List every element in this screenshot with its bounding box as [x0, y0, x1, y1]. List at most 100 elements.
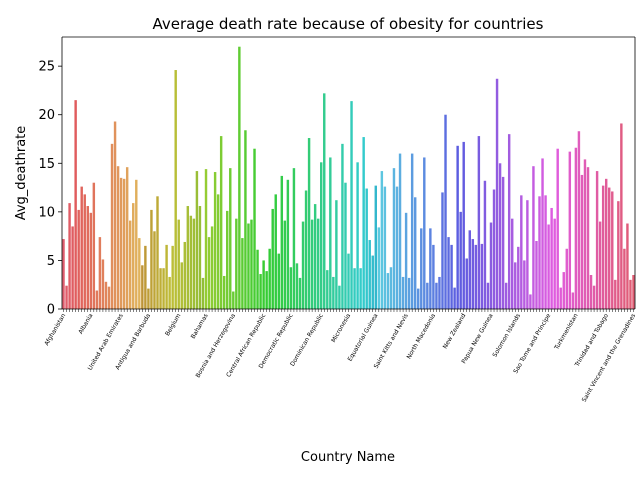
bar: [62, 239, 65, 309]
x-tick-label: Bahamas: [190, 313, 210, 341]
bar: [389, 267, 393, 309]
bar: [353, 268, 356, 309]
bar: [380, 171, 384, 309]
bar: [313, 204, 317, 309]
bar: [356, 162, 359, 309]
bar: [507, 134, 511, 309]
bar: [371, 255, 374, 309]
y-tick-label: 20: [38, 108, 55, 123]
bar: [250, 219, 253, 309]
x-tick-label: Equatorial Guinea: [347, 312, 380, 362]
bar: [586, 167, 590, 309]
bar: [298, 277, 302, 309]
bar: [562, 272, 565, 309]
bar: [307, 138, 311, 309]
bar: [183, 241, 186, 309]
bar: [83, 194, 86, 309]
x-tick-label: Dominican Republic: [289, 313, 325, 368]
bar: [474, 244, 478, 309]
bar: [344, 182, 347, 309]
bar: [116, 166, 120, 309]
y-tick-label: 5: [47, 254, 55, 269]
bar: [235, 218, 238, 309]
bar: [347, 253, 350, 309]
bar: [156, 196, 159, 309]
bar: [338, 285, 341, 309]
bar: [253, 148, 256, 309]
y-tick-label: 10: [38, 205, 55, 220]
bar: [407, 277, 411, 309]
bar: [368, 240, 371, 309]
bar: [420, 228, 423, 309]
bar: [159, 268, 162, 309]
bar: [614, 279, 617, 309]
bar: [359, 268, 362, 309]
bar: [514, 262, 517, 309]
bar: [195, 171, 199, 309]
bar: [180, 262, 183, 309]
bar: [147, 288, 150, 309]
bar: [71, 226, 74, 309]
bar: [410, 153, 414, 309]
bar: [98, 237, 102, 309]
bar: [598, 221, 602, 309]
bar: [432, 244, 435, 309]
bar: [274, 194, 277, 309]
x-tick-label: Turkmenistan: [553, 312, 580, 352]
bar: [413, 197, 417, 309]
bar: [129, 220, 132, 309]
bar: [504, 282, 508, 309]
bar: [310, 219, 314, 309]
bar: [620, 123, 623, 310]
bar: [483, 180, 487, 309]
bar: [547, 224, 550, 309]
bar: [601, 185, 605, 309]
bar: [213, 172, 217, 309]
bar: [171, 245, 174, 309]
bar: [604, 178, 608, 309]
bar: [186, 206, 190, 309]
bar: [544, 195, 547, 309]
bar: [495, 78, 499, 310]
bar: [332, 276, 335, 309]
bar: [398, 153, 402, 309]
bar: [165, 244, 168, 309]
bar: [553, 218, 556, 309]
bar: [150, 209, 153, 309]
x-tick-label: Micronesia: [330, 312, 352, 344]
bar: [125, 167, 129, 309]
chart-title: Average death rate because of obesity fo…: [153, 15, 544, 33]
bar: [289, 267, 293, 309]
bar: [362, 137, 365, 309]
bar: [608, 187, 611, 309]
bar: [113, 121, 117, 309]
bar: [383, 186, 387, 309]
x-tick-label: North Macedonia: [405, 312, 437, 360]
bar: [453, 287, 456, 309]
bar: [459, 211, 462, 309]
bar: [138, 238, 141, 309]
bar: [404, 212, 408, 309]
bar: [611, 191, 614, 309]
bar: [86, 206, 89, 309]
bar: [480, 243, 484, 309]
bar: [471, 239, 475, 309]
bar: [426, 282, 429, 309]
bar: [450, 244, 453, 309]
bar: [589, 275, 593, 309]
bar: [429, 228, 432, 309]
bar: [520, 195, 523, 309]
bar: [401, 276, 405, 309]
bar: [392, 168, 396, 309]
bar: [532, 166, 535, 309]
bar: [207, 237, 211, 309]
bar: [571, 292, 575, 309]
bar: [77, 209, 80, 309]
bar: [462, 141, 465, 309]
bar: [320, 162, 323, 309]
y-axis: 0 5 10 15 20 25: [38, 60, 62, 318]
bar: [395, 186, 399, 309]
bar: [632, 275, 635, 309]
bar: [350, 101, 353, 309]
bar: [341, 143, 344, 309]
